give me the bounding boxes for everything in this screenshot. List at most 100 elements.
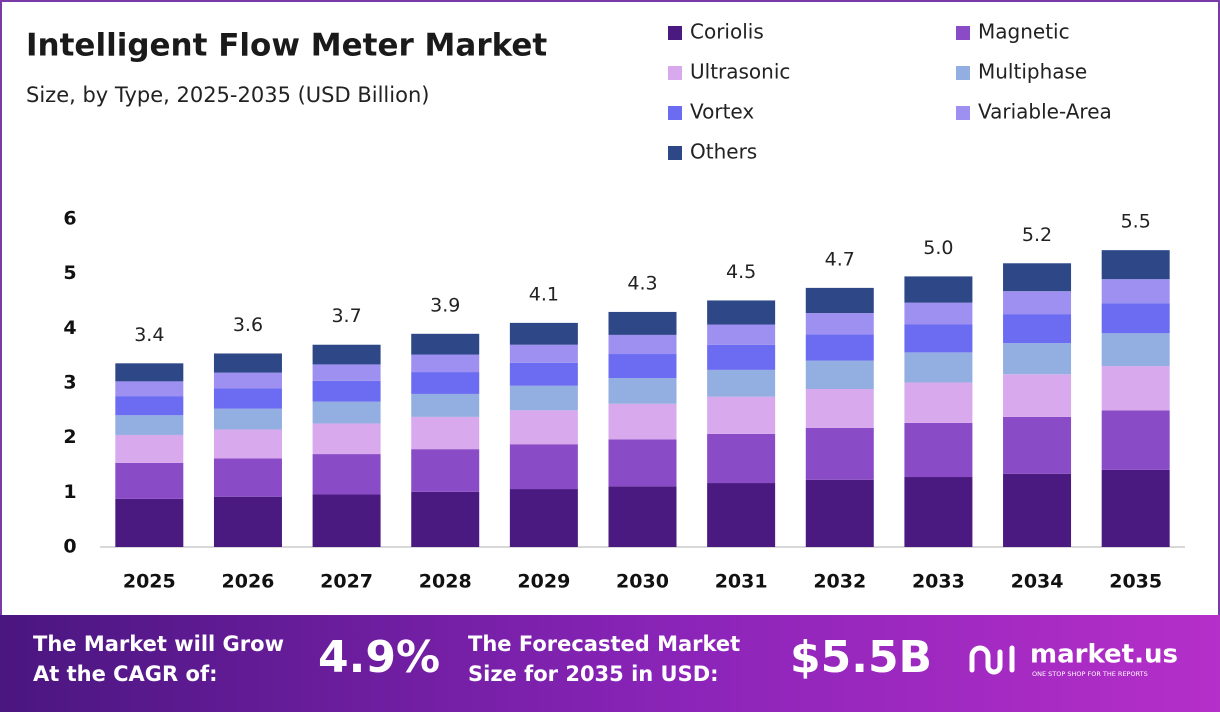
x-tick-label: 2030 <box>616 571 669 593</box>
bar-segment <box>707 433 776 484</box>
legend-swatch <box>668 146 682 160</box>
x-tick-label: 2033 <box>912 571 965 593</box>
brand-name: market.us <box>1030 640 1178 670</box>
bar-segment <box>213 408 282 430</box>
bar-segment <box>707 324 776 345</box>
bar-segment <box>904 352 973 383</box>
bar-segment <box>805 479 874 547</box>
bar-segment <box>115 415 184 435</box>
bar-segment <box>1003 343 1072 375</box>
bar-segment <box>707 396 776 434</box>
legend-label: Others <box>690 140 757 164</box>
footer-text: The Market will Grow <box>33 632 284 656</box>
total-label: 5.2 <box>1022 224 1052 246</box>
bar-segment <box>411 354 480 373</box>
bar-segment <box>707 300 776 325</box>
bar-segment <box>115 462 184 499</box>
legend-swatch <box>668 106 682 120</box>
footer-text: Size for 2035 in USD: <box>468 662 719 686</box>
bar-segment <box>213 388 282 409</box>
x-tick-label: 2026 <box>222 571 275 593</box>
total-label: 3.9 <box>430 294 460 316</box>
bar-segment <box>1101 250 1170 280</box>
bar-segment <box>509 410 578 445</box>
brand-logo <box>969 645 1015 675</box>
total-label: 4.1 <box>529 283 559 305</box>
legend-label: Coriolis <box>690 20 764 44</box>
total-label: 4.5 <box>726 261 756 283</box>
footer-value: $5.5B <box>790 632 932 683</box>
bar-segment <box>904 324 973 353</box>
x-tick-label: 2031 <box>715 571 768 593</box>
total-label: 3.4 <box>134 324 164 346</box>
y-tick-label: 1 <box>63 481 76 503</box>
y-tick-label: 0 <box>63 536 76 558</box>
bar-segment <box>904 302 973 325</box>
bar-segment <box>312 401 381 424</box>
y-tick-label: 3 <box>63 372 76 394</box>
y-tick-label: 6 <box>63 208 76 230</box>
bar-segment <box>115 498 184 547</box>
bar-segment <box>411 393 480 417</box>
bar-segment <box>312 380 381 402</box>
bar-segment <box>1003 473 1072 547</box>
x-tick-label: 2027 <box>320 571 373 593</box>
bar-segment <box>805 427 874 480</box>
x-tick-label: 2028 <box>419 571 472 593</box>
bar-segment <box>805 389 874 428</box>
brand-tagline: ONE STOP SHOP FOR THE REPORTS <box>1032 670 1148 678</box>
bar-segment <box>213 372 282 389</box>
bar-segment <box>411 333 480 355</box>
bar-segment <box>707 344 776 370</box>
bar-segment <box>608 486 677 547</box>
bar-segment <box>115 434 184 463</box>
footer-text: At the CAGR of: <box>33 662 218 686</box>
bar-segment <box>805 360 874 390</box>
footer-value: 4.9% <box>318 632 440 683</box>
bar-segment <box>213 496 282 547</box>
x-tick-label: 2025 <box>123 571 176 593</box>
bar-segment <box>312 364 381 381</box>
bar-segment <box>115 363 184 382</box>
bar-segment <box>115 381 184 397</box>
x-tick-label: 2029 <box>517 571 570 593</box>
bar-segment <box>904 382 973 423</box>
chart-title: Intelligent Flow Meter Market <box>26 28 547 64</box>
legend-swatch <box>668 26 682 40</box>
x-tick-label: 2034 <box>1011 571 1064 593</box>
bar-segment <box>707 369 776 397</box>
y-tick-label: 5 <box>63 262 76 284</box>
legend-swatch <box>956 106 970 120</box>
total-label: 4.3 <box>627 272 657 294</box>
bar-segment <box>904 276 973 303</box>
bar-segment <box>805 287 874 314</box>
legend-label: Multiphase <box>978 60 1087 84</box>
bar-segment <box>213 429 282 459</box>
bar-segment <box>115 396 184 416</box>
legend-swatch <box>956 26 970 40</box>
total-label: 5.0 <box>923 237 953 259</box>
bar-segment <box>1003 314 1072 344</box>
total-label: 3.6 <box>233 314 263 336</box>
x-tick-label: 2035 <box>1109 571 1162 593</box>
total-label: 5.5 <box>1121 211 1151 233</box>
bar-segment <box>1101 366 1170 411</box>
bar-segment <box>509 385 578 411</box>
legend-label: Variable-Area <box>978 100 1112 124</box>
chart-subtitle: Size, by Type, 2025-2035 (USD Billion) <box>26 83 429 107</box>
bar-segment <box>608 403 677 440</box>
bar-segment <box>312 454 381 495</box>
bar-segment <box>1101 303 1170 334</box>
bar-segment <box>904 477 973 547</box>
bar-segment <box>213 353 282 373</box>
bar-segment <box>608 378 677 404</box>
bar-segment <box>1003 291 1072 315</box>
legend-swatch <box>956 66 970 80</box>
bar-segment <box>509 444 578 490</box>
bar-segment <box>608 311 677 335</box>
y-tick-label: 4 <box>63 317 76 339</box>
bar-segment <box>411 491 480 547</box>
legend-swatch <box>668 66 682 80</box>
bar-segment <box>805 313 874 335</box>
